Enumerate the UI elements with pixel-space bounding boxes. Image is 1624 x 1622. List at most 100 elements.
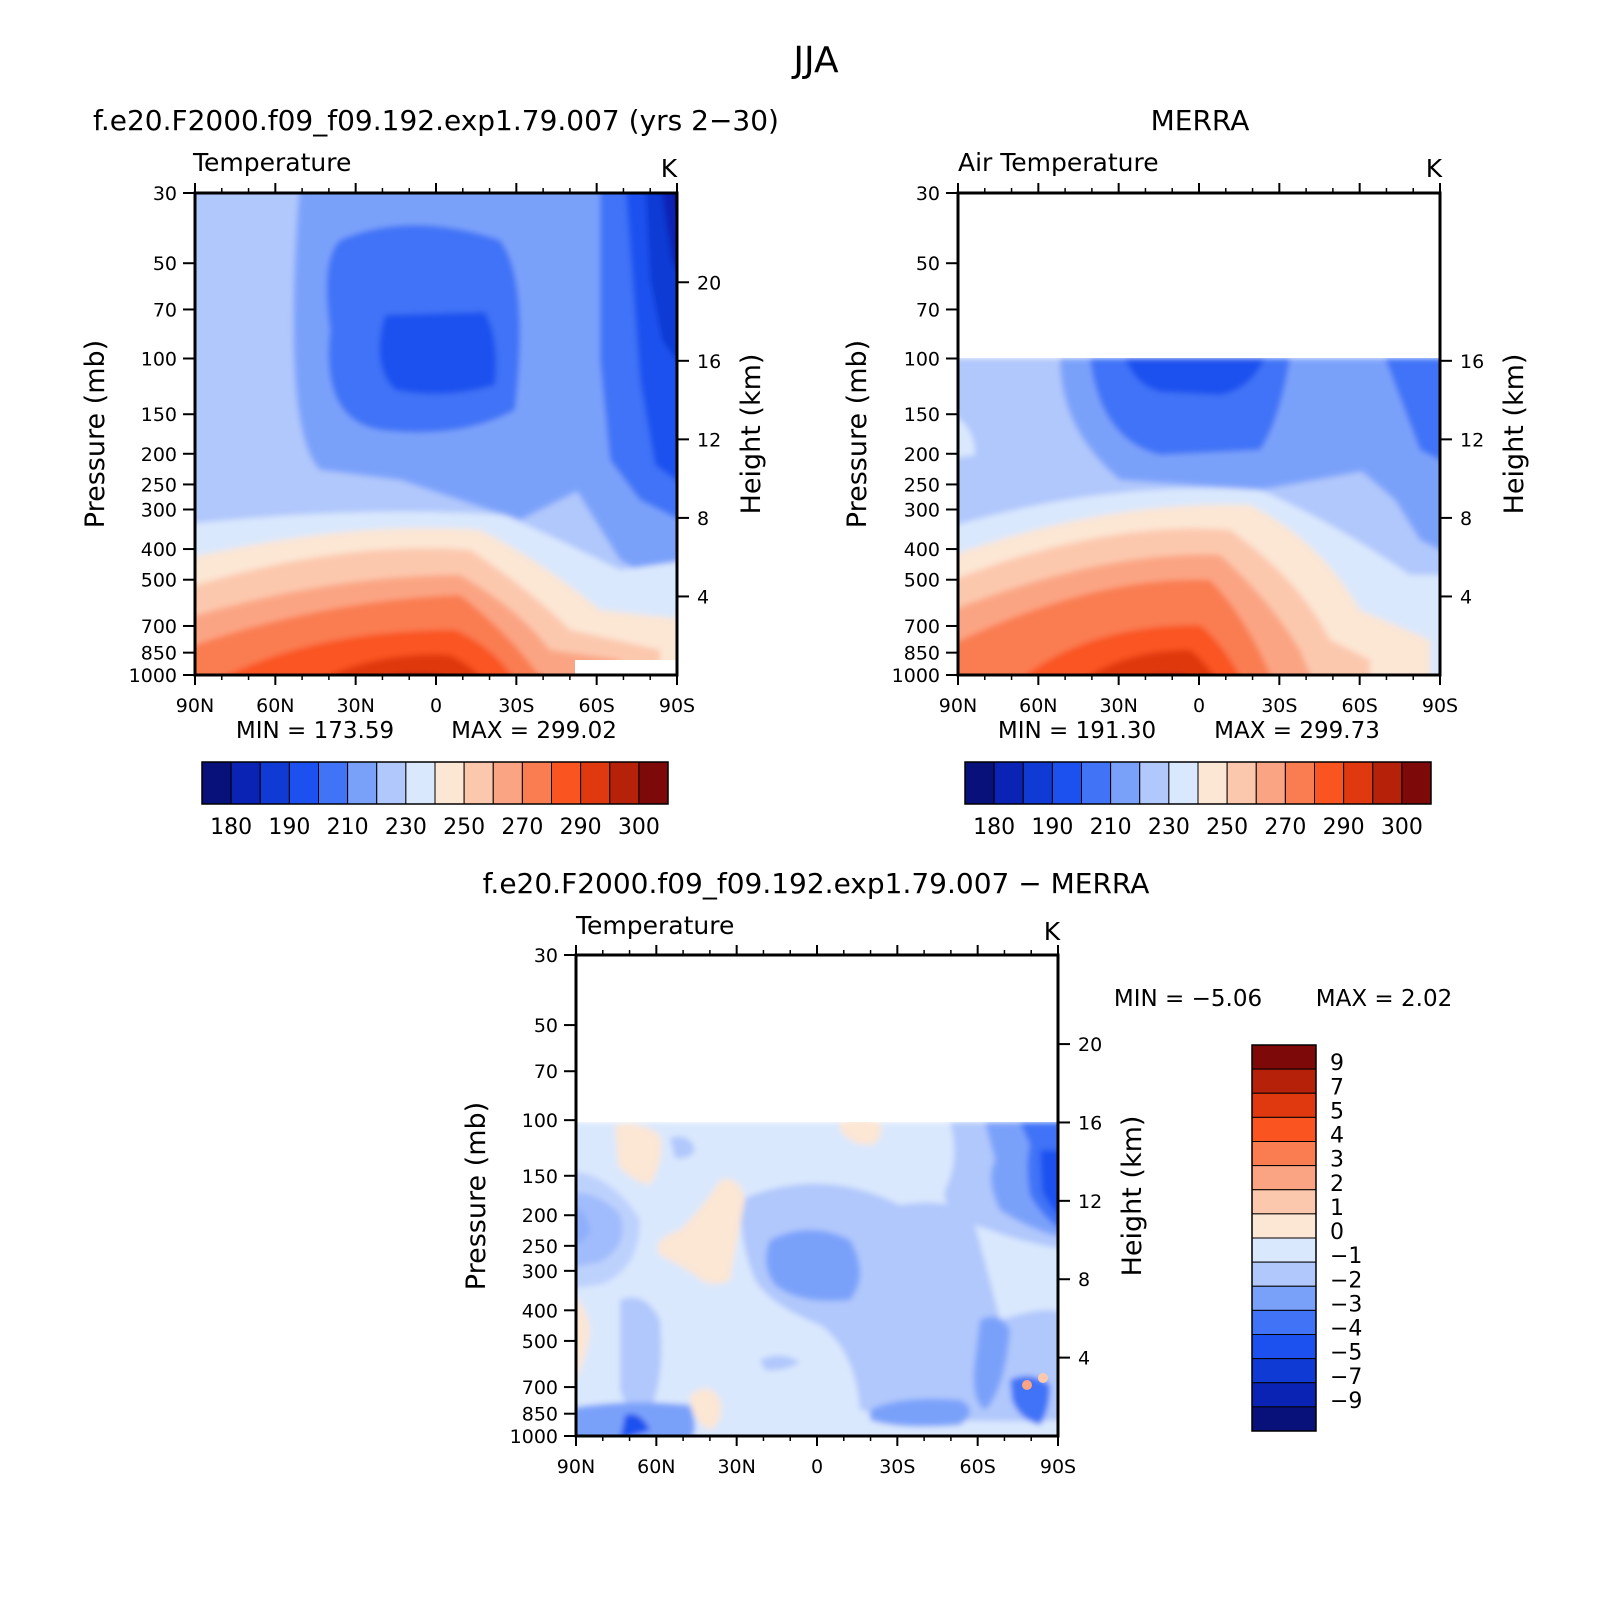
contour-band — [615, 1123, 662, 1185]
contour-band — [576, 1298, 590, 1378]
colorbar-swatch — [638, 761, 669, 805]
colorbar-swatch — [1251, 1213, 1317, 1239]
colorbar-label: 5 — [1330, 1099, 1344, 1124]
y2-tick-label: 16 — [697, 351, 721, 373]
colorbar-swatch — [1251, 1044, 1317, 1070]
y-tick-label: 50 — [153, 253, 177, 275]
x-tick-label: 60S — [579, 695, 615, 717]
x-tick-label: 60S — [960, 1456, 996, 1478]
y-tick-label: 700 — [141, 616, 177, 638]
colorbar-swatch — [993, 761, 1024, 805]
colorbar-swatch — [1251, 1334, 1317, 1360]
figure-title: JJA — [791, 40, 839, 81]
contour-band — [661, 193, 677, 269]
y-tick-label: 500 — [522, 1331, 558, 1353]
contour-band — [576, 1171, 640, 1288]
max-stat: MAX = 299.73 — [1214, 718, 1380, 744]
y2-axis-label: Height (km) — [736, 354, 767, 515]
colorbar-frame — [201, 761, 669, 805]
panel-model: f.e20.F2000.f09_f09.192.exp1.79.007 (yrs… — [80, 104, 779, 840]
field-label: Air Temperature — [958, 148, 1159, 177]
colorbar-label: 190 — [1031, 815, 1073, 840]
y-tick-label: 300 — [904, 500, 940, 522]
colorbar-label: 4 — [1330, 1124, 1344, 1149]
colorbar-swatch — [201, 761, 232, 805]
y-tick-label: 250 — [904, 474, 940, 496]
panel-difference: f.e20.F2000.f09_f09.192.exp1.79.007 − ME… — [461, 867, 1452, 1478]
x-tick-label: 90S — [659, 695, 695, 717]
colorbar-swatch — [1372, 761, 1403, 805]
y2-tick-label: 12 — [1078, 1191, 1102, 1213]
colorbar-label: 300 — [1381, 815, 1423, 840]
contour-band — [1125, 358, 1265, 395]
field-label: Temperature — [575, 911, 734, 940]
y-tick-label: 100 — [904, 348, 940, 370]
y-tick-label: 850 — [904, 643, 940, 665]
y-tick-label: 1000 — [510, 1426, 558, 1448]
x-tick-label: 30S — [879, 1456, 915, 1478]
colorbar-swatch — [1081, 761, 1112, 805]
colorbar-label: −2 — [1330, 1268, 1362, 1293]
max-stat: MAX = 299.02 — [451, 718, 617, 744]
colorbar-swatch — [1251, 1116, 1317, 1142]
colorbar-label: 250 — [1206, 815, 1248, 840]
x-tick-label: 60N — [256, 695, 294, 717]
y2-tick-label: 8 — [1460, 508, 1472, 530]
colorbar-label: 290 — [560, 815, 602, 840]
colorbar-label: −3 — [1330, 1292, 1362, 1317]
colorbar-swatch — [609, 761, 640, 805]
y-tick-label: 50 — [916, 253, 940, 275]
colorbar-label: 9 — [1330, 1051, 1344, 1076]
y-tick-label: 200 — [141, 444, 177, 466]
y-tick-label: 200 — [904, 444, 940, 466]
colorbar-swatch — [347, 761, 378, 805]
y-tick-label: 300 — [141, 500, 177, 522]
missing-data-mask — [575, 660, 677, 675]
units-label: K — [1044, 917, 1061, 946]
y-tick-label: 70 — [153, 299, 177, 321]
y-tick-label: 400 — [141, 539, 177, 561]
y2-tick-label: 16 — [1460, 351, 1484, 373]
contour-band — [620, 1414, 650, 1436]
contour-band — [330, 654, 479, 675]
contour-band — [1022, 1380, 1032, 1390]
contour-band — [973, 1316, 1010, 1410]
x-tick-label: 90N — [176, 695, 214, 717]
contour-band — [870, 1398, 970, 1427]
x-tick-label: 30N — [1099, 695, 1137, 717]
contour-band — [1038, 1373, 1048, 1383]
y-tick-label: 400 — [522, 1300, 558, 1322]
colorbar-swatch — [1197, 761, 1228, 805]
contour-band — [620, 1297, 662, 1413]
missing-data-mask — [576, 955, 1058, 1122]
x-tick-label: 30N — [717, 1456, 755, 1478]
colorbar-swatch — [1251, 1261, 1317, 1287]
y-tick-label: 200 — [522, 1205, 558, 1227]
y-tick-label: 150 — [904, 404, 940, 426]
colorbar-swatch — [1251, 1092, 1317, 1118]
x-tick-label: 0 — [811, 1456, 823, 1478]
y2-tick-label: 20 — [697, 272, 721, 294]
colorbar-label: 270 — [501, 815, 543, 840]
y-tick-label: 250 — [522, 1236, 558, 1258]
y-tick-label: 500 — [141, 570, 177, 592]
colorbar-swatch — [1251, 1141, 1317, 1167]
y-tick-label: 1000 — [892, 665, 940, 687]
y2-tick-label: 12 — [1460, 429, 1484, 451]
colorbar-swatch — [1251, 1189, 1317, 1215]
contour-band — [670, 1136, 695, 1159]
colorbar-swatch — [1051, 761, 1082, 805]
colorbar-label: 190 — [268, 815, 310, 840]
colorbar-swatch — [1314, 761, 1345, 805]
x-tick-label: 0 — [1193, 695, 1205, 717]
y-tick-label: 1000 — [129, 665, 177, 687]
colorbar: 180 190 210 230 250 270 290 300 — [201, 761, 669, 840]
field-label: Temperature — [192, 148, 351, 177]
contour-band — [760, 1355, 800, 1371]
contour-band — [379, 312, 497, 394]
colorbar-label: −7 — [1330, 1365, 1362, 1390]
y-axis-label: Pressure (mb) — [80, 340, 111, 528]
x-tick-label: 30S — [1261, 695, 1297, 717]
